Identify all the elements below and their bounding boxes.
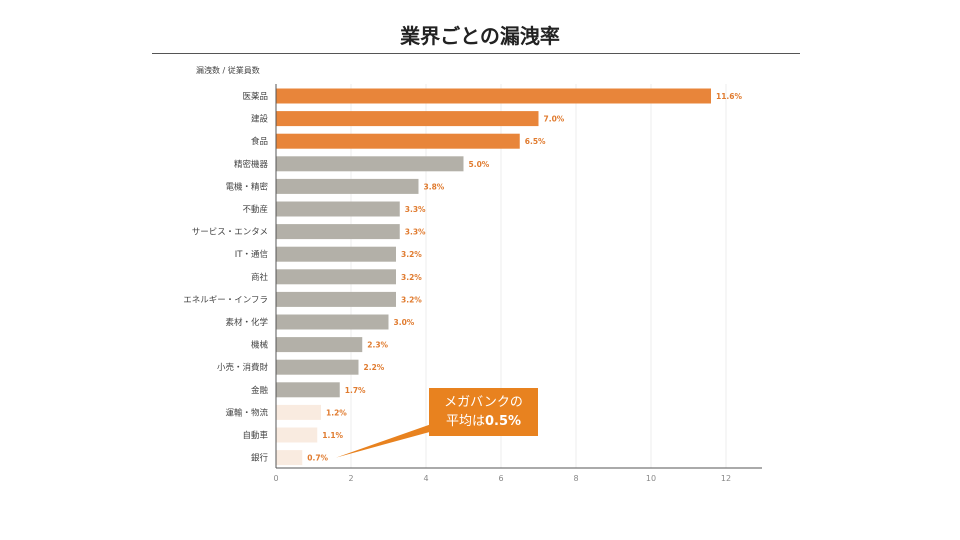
bar <box>276 134 520 149</box>
value-label: 3.0% <box>394 318 415 327</box>
value-label: 2.2% <box>364 363 385 372</box>
bar <box>276 202 400 217</box>
category-label: 機械 <box>251 340 269 351</box>
category-label: エネルギー・インフラ <box>183 295 268 305</box>
category-label: IT・通信 <box>235 249 269 260</box>
bar <box>276 405 321 420</box>
category-label: 金融 <box>251 385 269 396</box>
x-tick-label: 12 <box>721 474 731 483</box>
bar <box>276 156 464 171</box>
value-label: 0.7% <box>307 454 328 463</box>
value-label: 11.6% <box>716 92 743 101</box>
bar <box>276 337 362 352</box>
bar <box>276 269 396 284</box>
x-tick-label: 4 <box>423 474 428 483</box>
x-tick-label: 8 <box>573 474 578 483</box>
category-label: サービス・エンタメ <box>192 228 268 238</box>
bar <box>276 224 400 239</box>
category-label: 精密機器 <box>234 159 269 170</box>
callout-value: 0.5% <box>485 414 521 429</box>
value-label: 3.3% <box>405 228 426 237</box>
category-label: 建設 <box>251 114 269 125</box>
value-label: 3.8% <box>424 182 445 191</box>
value-label: 1.7% <box>345 386 366 395</box>
category-label: 食品 <box>251 136 268 147</box>
category-label: 医薬品 <box>242 91 268 102</box>
callout-line-2: 平均は0.5% <box>429 412 538 431</box>
bar <box>276 179 419 194</box>
callout-line-1: メガバンクの <box>429 393 538 412</box>
category-label: 運輸・物流 <box>225 407 268 418</box>
category-label: 自動車 <box>242 430 268 441</box>
x-tick-label: 6 <box>498 474 503 483</box>
value-label: 5.0% <box>469 160 490 169</box>
bar <box>276 247 396 262</box>
value-label: 7.0% <box>544 115 565 124</box>
bar <box>276 450 302 465</box>
value-label: 1.2% <box>326 408 347 417</box>
category-label: 商社 <box>251 272 269 283</box>
category-label: 小売・消費財 <box>217 362 269 373</box>
value-label: 1.1% <box>322 431 343 440</box>
bar <box>276 111 539 126</box>
x-tick-label: 0 <box>273 474 278 483</box>
value-label: 2.3% <box>367 341 388 350</box>
y-axis-label: 漏洩数 / 従業員数 <box>196 65 260 75</box>
category-label: 素材・化学 <box>225 317 268 328</box>
bar <box>276 315 389 330</box>
value-label: 3.2% <box>401 250 422 259</box>
value-label: 3.2% <box>401 273 422 282</box>
x-tick-label: 2 <box>348 474 353 483</box>
bar <box>276 89 711 104</box>
bar <box>276 428 317 443</box>
bar <box>276 382 340 397</box>
x-tick-label: 10 <box>646 474 656 483</box>
value-label: 3.2% <box>401 295 422 304</box>
value-label: 3.3% <box>405 205 426 214</box>
mega-bank-callout: メガバンクの 平均は0.5% <box>429 388 538 436</box>
category-label: 電機・精密 <box>225 181 268 192</box>
bar <box>276 292 396 307</box>
category-label: 不動産 <box>242 204 268 215</box>
bar <box>276 360 359 375</box>
category-label: 銀行 <box>251 453 269 464</box>
callout-prefix: 平均は <box>446 414 485 429</box>
value-label: 6.5% <box>525 137 546 146</box>
